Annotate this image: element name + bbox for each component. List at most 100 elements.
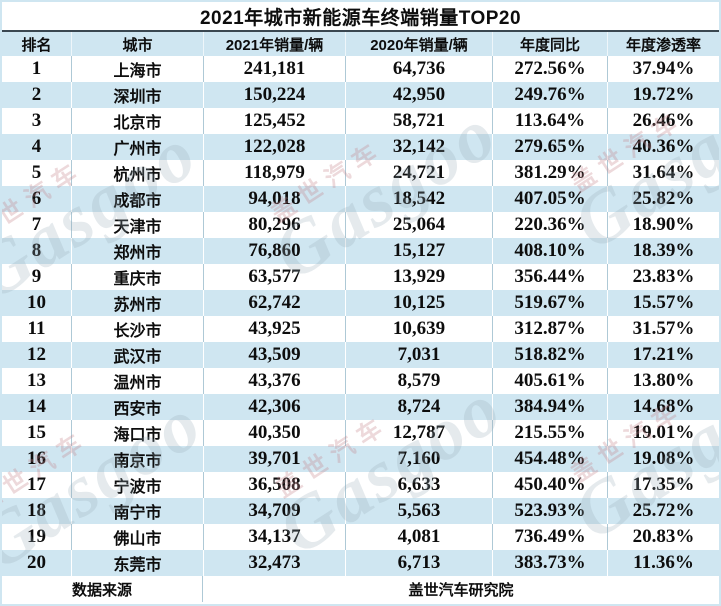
sales-2020-cell: 25,064	[345, 212, 492, 238]
yoy-cell: 220.36%	[492, 212, 607, 238]
sales-2020-cell: 58,721	[345, 108, 492, 134]
penetration-cell: 25.82%	[607, 186, 719, 212]
city-cell: 天津市	[71, 212, 203, 238]
city-cell: 深圳市	[71, 82, 203, 108]
city-cell: 佛山市	[71, 524, 203, 550]
sales-2020-cell: 8,724	[345, 394, 492, 420]
column-header-rank: 排名	[21, 36, 52, 54]
rank-cell: 17	[27, 474, 46, 495]
table-row: 18 南宁市 34,709 5,563 523.93% 25.72%	[2, 498, 719, 524]
column-header-city: 城市	[71, 32, 203, 56]
page-title: 2021年城市新能源车终端销量TOP20	[199, 7, 522, 29]
yoy-cell: 383.73%	[492, 550, 607, 576]
table-row: 9 重庆市 63,577 13,929 356.44% 23.83%	[2, 264, 719, 290]
rank-cell: 8	[31, 240, 42, 261]
penetration-cell: 18.39%	[607, 238, 719, 264]
city-cell: 重庆市	[71, 264, 203, 290]
yoy-cell: 356.44%	[492, 264, 607, 290]
penetration-cell: 14.68%	[607, 394, 719, 420]
rank-cell: 1	[31, 58, 42, 79]
table-row: 5 杭州市 118,979 24,721 381.29% 31.64%	[2, 160, 719, 186]
sales-2020-cell: 15,127	[345, 238, 492, 264]
sales-2021-cell: 32,473	[203, 550, 345, 576]
rank-cell: 15	[27, 422, 46, 443]
sales-2021-cell: 43,376	[203, 368, 345, 394]
yoy-cell: 279.65%	[492, 134, 607, 160]
city-cell: 上海市	[71, 56, 203, 82]
yoy-cell: 408.10%	[492, 238, 607, 264]
table-row: 16 南京市 39,701 7,160 454.48% 19.08%	[2, 446, 719, 472]
column-header-yoy: 年度同比	[492, 32, 607, 56]
city-cell: 北京市	[71, 108, 203, 134]
column-header-sales-2021: 2021年销量/辆	[203, 32, 345, 56]
rank-cell: 20	[27, 552, 46, 573]
penetration-cell: 26.46%	[607, 108, 719, 134]
rank-cell: 16	[27, 448, 46, 469]
yoy-cell: 113.64%	[492, 108, 607, 134]
penetration-cell: 37.94%	[607, 56, 719, 82]
table-row: 8 郑州市 76,860 15,127 408.10% 18.39%	[2, 238, 719, 264]
city-cell: 长沙市	[71, 316, 203, 342]
column-header-sales-2020: 2020年销量/辆	[345, 32, 492, 56]
penetration-cell: 19.01%	[607, 420, 719, 446]
penetration-cell: 11.36%	[607, 550, 719, 576]
rank-cell: 14	[27, 396, 46, 417]
penetration-cell: 25.72%	[607, 498, 719, 524]
sales-2021-cell: 34,709	[203, 498, 345, 524]
yoy-cell: 312.87%	[492, 316, 607, 342]
penetration-cell: 20.83%	[607, 524, 719, 550]
sales-2021-cell: 42,306	[203, 394, 345, 420]
city-cell: 南京市	[71, 446, 203, 472]
penetration-cell: 15.57%	[607, 290, 719, 316]
rank-cell: 9	[31, 266, 42, 287]
city-cell: 武汉市	[71, 342, 203, 368]
sales-2020-cell: 4,081	[345, 524, 492, 550]
table-row: 4 广州市 122,028 32,142 279.65% 40.36%	[2, 134, 719, 160]
sales-2021-cell: 80,296	[203, 212, 345, 238]
sales-2021-cell: 125,452	[203, 108, 345, 134]
city-cell: 成都市	[71, 186, 203, 212]
penetration-cell: 18.90%	[607, 212, 719, 238]
table-row: 2 深圳市 150,224 42,950 249.76% 19.72%	[2, 82, 719, 108]
penetration-cell: 19.08%	[607, 446, 719, 472]
rank-cell: 4	[31, 136, 42, 157]
sales-2021-cell: 94,018	[203, 186, 345, 212]
penetration-cell: 13.80%	[607, 368, 719, 394]
rank-cell: 19	[27, 526, 46, 547]
yoy-cell: 381.29%	[492, 160, 607, 186]
sales-2020-cell: 7,031	[345, 342, 492, 368]
city-cell: 南宁市	[71, 498, 203, 524]
sales-2021-cell: 40,350	[203, 420, 345, 446]
sales-2020-cell: 24,721	[345, 160, 492, 186]
city-cell: 广州市	[71, 134, 203, 160]
table-footer-row: 数据来源 盖世汽车研究院	[2, 576, 719, 602]
city-cell: 宁波市	[71, 472, 203, 498]
yoy-cell: 523.93%	[492, 498, 607, 524]
yoy-cell: 384.94%	[492, 394, 607, 420]
rank-cell: 11	[27, 318, 46, 339]
penetration-cell: 19.72%	[607, 82, 719, 108]
penetration-cell: 40.36%	[607, 134, 719, 160]
table-row: 6 成都市 94,018 18,542 407.05% 25.82%	[2, 186, 719, 212]
rank-cell: 13	[27, 370, 46, 391]
rank-cell: 6	[31, 188, 42, 209]
yoy-cell: 405.61%	[492, 368, 607, 394]
city-cell: 海口市	[71, 420, 203, 446]
sales-2021-cell: 36,508	[203, 472, 345, 498]
penetration-cell: 31.64%	[607, 160, 719, 186]
table-row: 15 海口市 40,350 12,787 215.55% 19.01%	[2, 420, 719, 446]
yoy-cell: 249.76%	[492, 82, 607, 108]
table-body: 1 上海市 241,181 64,736 272.56% 37.94% 2 深圳…	[2, 56, 719, 576]
sales-2020-cell: 10,639	[345, 316, 492, 342]
sales-2021-cell: 118,979	[203, 160, 345, 186]
penetration-cell: 17.35%	[607, 472, 719, 498]
sales-2020-cell: 6,713	[345, 550, 492, 576]
sales-2020-cell: 7,160	[345, 446, 492, 472]
sales-2020-cell: 6,633	[345, 472, 492, 498]
column-header-penetration: 年度渗透率	[607, 32, 719, 56]
penetration-cell: 31.57%	[607, 316, 719, 342]
table-row: 14 西安市 42,306 8,724 384.94% 14.68%	[2, 394, 719, 420]
rank-cell: 2	[31, 84, 42, 105]
rank-cell: 7	[31, 214, 42, 235]
